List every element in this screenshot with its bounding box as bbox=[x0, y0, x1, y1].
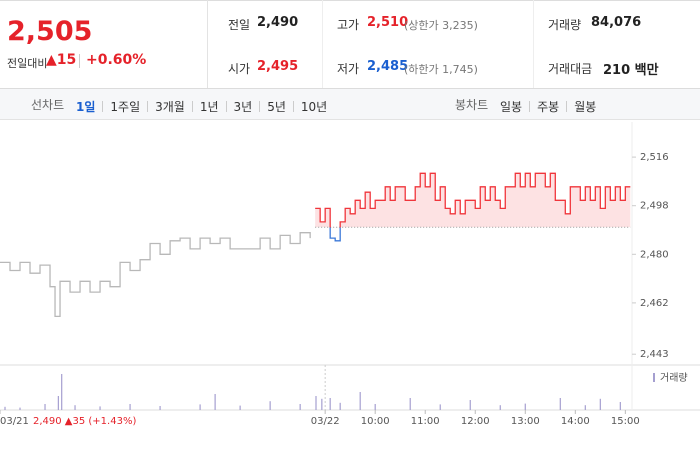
tab[interactable]: 5년 bbox=[267, 100, 286, 114]
summary-value: 2,490 bbox=[257, 15, 299, 30]
tab[interactable]: 3개월 bbox=[155, 100, 185, 114]
volume-bar bbox=[359, 392, 361, 410]
x-tick-label: 10:00 bbox=[361, 416, 390, 427]
y-tick-label: 2,462 bbox=[640, 298, 669, 309]
divider bbox=[79, 54, 80, 68]
volume-bar bbox=[299, 404, 301, 410]
tab-group-label: 봉차트 bbox=[455, 98, 489, 112]
y-tick-label: 2,480 bbox=[640, 249, 669, 260]
header bbox=[0, 0, 700, 89]
x-tick-label: 13:00 bbox=[511, 416, 540, 427]
x-tick-label: 14:00 bbox=[561, 416, 590, 427]
tab-group-label: 선차트 bbox=[31, 98, 65, 112]
volume-bar bbox=[159, 406, 161, 410]
tab-divider bbox=[225, 101, 227, 112]
volume-bar bbox=[61, 374, 63, 410]
volume-bar bbox=[214, 394, 216, 410]
tab-divider bbox=[102, 101, 104, 112]
tab-divider bbox=[191, 101, 193, 112]
x-tick-label: 15:00 bbox=[611, 416, 640, 427]
summary-note: (상한가 3,235) bbox=[404, 19, 478, 32]
summary-label: 전일 bbox=[228, 18, 251, 32]
change-label: 전일대비 bbox=[7, 57, 48, 70]
legend-swatch bbox=[653, 373, 655, 382]
volume-bar bbox=[559, 398, 561, 410]
tab-divider bbox=[292, 101, 294, 112]
divider bbox=[322, 0, 323, 88]
x-tick-label: 12:00 bbox=[461, 416, 490, 427]
tab-divider bbox=[529, 101, 531, 112]
volume-bar bbox=[339, 402, 341, 410]
tab-divider bbox=[566, 101, 568, 112]
chart: 거래량 2,490 ▲35 (+1.43%) 2,516 2,498 2,480 2,… bbox=[0, 122, 700, 427]
summary-value: 2,510 bbox=[367, 15, 409, 30]
tab[interactable]: 1년 bbox=[199, 100, 219, 114]
summary-value: 210 백만 bbox=[603, 63, 659, 78]
divider bbox=[533, 0, 534, 88]
period-tabs: 1일 1주일 3개월 1년 3년 5년 10년 bbox=[76, 96, 327, 115]
volume-bar bbox=[584, 405, 586, 410]
volume-bar bbox=[374, 404, 376, 410]
summary-value: 2,485 bbox=[367, 59, 409, 74]
tab-bar bbox=[0, 88, 700, 120]
volume-bar bbox=[199, 404, 201, 410]
volume-bar bbox=[524, 403, 526, 410]
change-rate: +0.60% bbox=[86, 52, 147, 68]
candle-tabs: 일봉 주봉 월봉 bbox=[500, 96, 596, 115]
volume-bar bbox=[599, 398, 601, 410]
tab[interactable]: 일봉 bbox=[500, 100, 523, 114]
volume-bar bbox=[619, 402, 621, 410]
price-line bbox=[315, 172, 631, 242]
volume-bar bbox=[469, 400, 471, 410]
annotation: 2,490 ▲35 (+1.43%) bbox=[33, 416, 136, 427]
x-tick-label: 03/21 bbox=[0, 416, 29, 427]
summary-label: 거래대금 bbox=[548, 62, 593, 76]
tab[interactable]: 10년 bbox=[300, 100, 328, 114]
volume-bar bbox=[74, 405, 76, 410]
tab[interactable]: 주봉 bbox=[537, 100, 560, 114]
summary-value: 84,076 bbox=[591, 15, 642, 30]
volume-bar bbox=[315, 396, 317, 410]
price: 2,505 bbox=[7, 16, 93, 47]
area-fill bbox=[315, 173, 631, 228]
volume-bar bbox=[19, 407, 21, 410]
volume-bar bbox=[409, 398, 411, 410]
tab[interactable]: 1주일 bbox=[110, 100, 141, 114]
volume-bar bbox=[4, 406, 6, 410]
summary-note: (하한가 1,745) bbox=[404, 63, 478, 76]
price-line bbox=[0, 232, 311, 318]
volume-bar bbox=[269, 401, 271, 410]
y-tick-label: 2,443 bbox=[640, 349, 669, 360]
divider bbox=[207, 0, 208, 88]
volume-bar bbox=[239, 405, 241, 410]
volume-bar bbox=[439, 404, 441, 410]
volume-bar bbox=[44, 404, 46, 410]
tab-divider bbox=[147, 101, 149, 112]
tab[interactable]: 1일 bbox=[76, 100, 96, 114]
volume-bar bbox=[129, 404, 131, 410]
y-tick-label: 2,516 bbox=[640, 152, 669, 163]
tab[interactable]: 3년 bbox=[233, 100, 253, 114]
tab[interactable]: 월봉 bbox=[574, 100, 597, 114]
legend-entry: 거래량 bbox=[660, 372, 688, 384]
y-tick-label: 2,498 bbox=[640, 201, 669, 212]
x-tick-label: 03/22 bbox=[311, 416, 340, 427]
volume-bar bbox=[499, 405, 501, 410]
change: ▲15 bbox=[46, 52, 77, 68]
summary-label: 거래량 bbox=[548, 18, 582, 32]
volume-bar bbox=[321, 398, 323, 410]
x-tick-label: 11:00 bbox=[411, 416, 440, 427]
summary-label: 저가 bbox=[337, 62, 360, 76]
summary-value: 2,495 bbox=[257, 59, 299, 74]
tab-divider bbox=[259, 101, 261, 112]
volume-bar bbox=[329, 398, 331, 410]
summary-label: 시가 bbox=[228, 62, 251, 76]
summary-label: 고가 bbox=[337, 18, 360, 32]
volume-bar bbox=[99, 406, 101, 410]
volume-bar bbox=[57, 396, 59, 410]
